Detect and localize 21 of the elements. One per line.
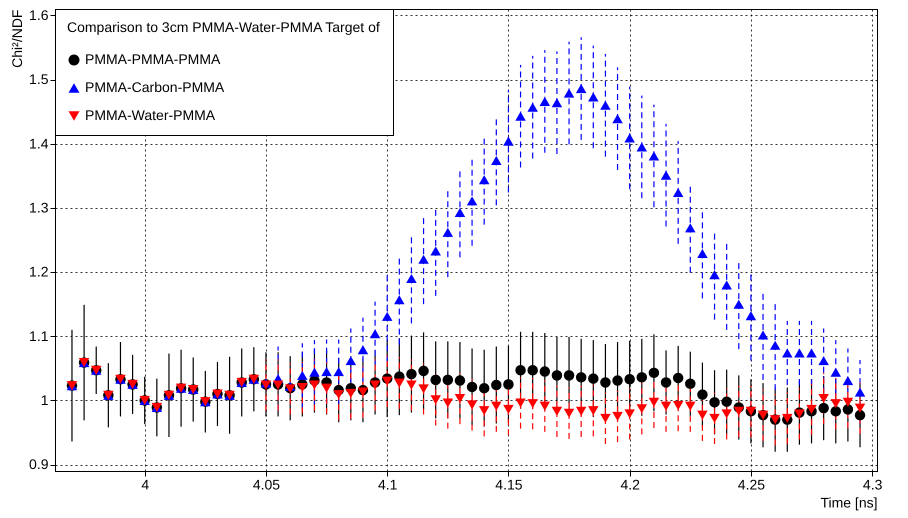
y-tick-label: 1 — [40, 392, 49, 408]
y-tick-label: 1.2 — [29, 264, 49, 280]
y-tick-label: 1.4 — [29, 135, 49, 152]
x-tick-label: 4.15 — [495, 476, 523, 492]
y-tick-label: 1.5 — [29, 71, 49, 88]
legend-label: PMMA-PMMA-PMMA — [85, 51, 221, 67]
y-tick-label: 1.1 — [29, 328, 49, 344]
legend-label: PMMA-Carbon-PMMA — [85, 79, 225, 95]
y-tick-label: 0.9 — [29, 456, 49, 472]
x-tick-label: 4.1 — [378, 476, 398, 492]
legend-label: PMMA-Water-PMMA — [85, 107, 216, 123]
x-tick-label: 4.3 — [862, 476, 883, 492]
y-tick-label: 1.6 — [29, 6, 49, 23]
x-tick-label: 4.05 — [252, 476, 280, 492]
x-axis-title: Time [ns] — [820, 494, 878, 510]
x-tick-label: 4.2 — [620, 476, 640, 492]
x-tick-label: 4.25 — [738, 476, 766, 492]
y-axis-title: Chi²/NDF — [9, 10, 26, 68]
x-tick-label: 4 — [141, 476, 150, 492]
y-tick-label: 1.3 — [29, 199, 49, 216]
legend-title: Comparison to 3cm PMMA-Water-PMMA Target of — [67, 19, 380, 35]
